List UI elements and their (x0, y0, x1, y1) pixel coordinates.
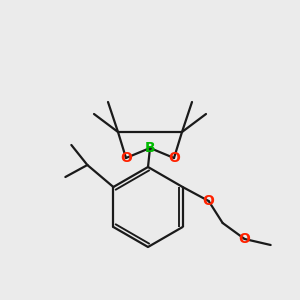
Text: O: O (203, 194, 214, 208)
Text: O: O (239, 232, 250, 246)
Text: O: O (168, 151, 180, 165)
Text: O: O (120, 151, 132, 165)
Text: B: B (145, 141, 155, 155)
